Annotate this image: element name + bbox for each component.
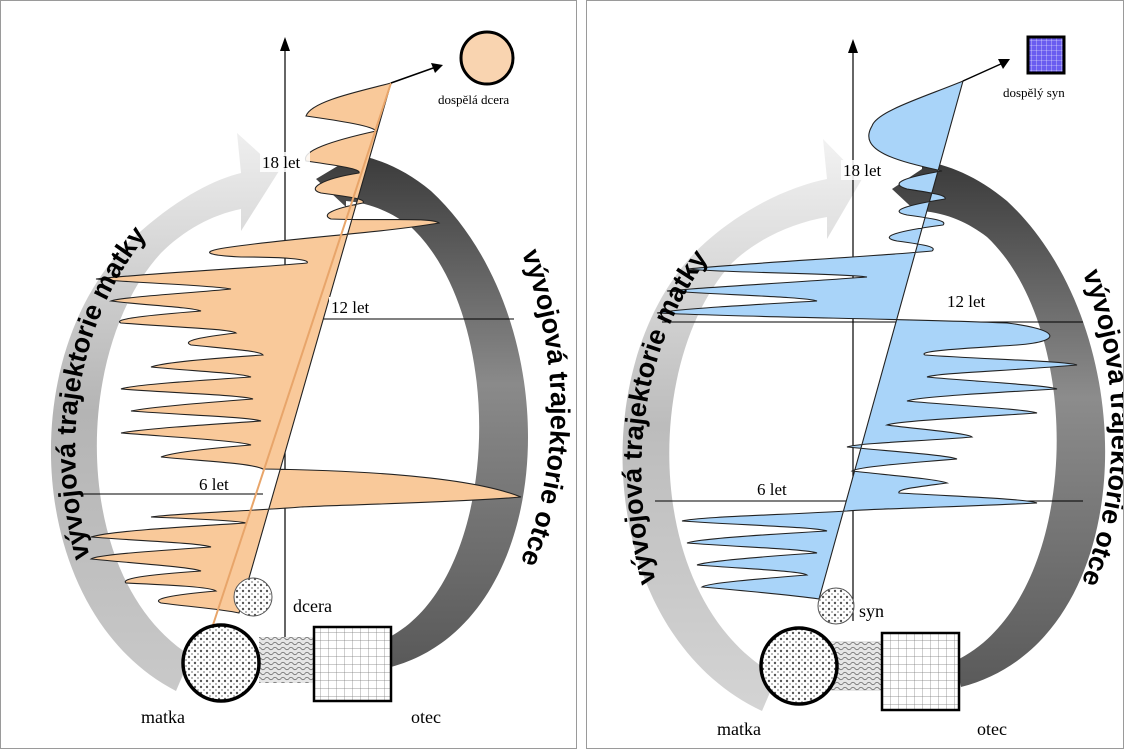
mother-trajectory-arrow — [50, 133, 279, 691]
age-12-label: 12 let — [947, 292, 986, 311]
age-6-label: 6 let — [757, 480, 787, 499]
adult-label: dospělý syn — [1003, 85, 1065, 100]
son-development-fill — [656, 80, 1078, 600]
mother-label: matka — [717, 719, 761, 739]
parents-bond — [259, 637, 317, 683]
diagram-daughter: vývojová trajektorie matky vývojová traj… — [0, 0, 577, 749]
mother-icon — [181, 623, 261, 703]
age-6-label: 6 let — [199, 475, 229, 494]
son-child-icon — [817, 587, 855, 625]
adult-arrowhead — [431, 63, 443, 73]
adult-arrow — [962, 62, 1004, 82]
father-label: otec — [411, 707, 441, 727]
adult-arrow — [390, 66, 437, 84]
mother-label: matka — [141, 707, 185, 727]
father-icon — [880, 631, 961, 712]
development-line — [210, 82, 392, 632]
mother-trajectory-arrow — [622, 139, 862, 711]
father-trajectory-arrow — [892, 161, 1106, 687]
adult-daughter-icon — [459, 30, 515, 86]
daughter-development-fill — [89, 82, 522, 614]
axis-arrowhead — [848, 39, 858, 53]
adult-label: dospělá dcera — [438, 92, 509, 107]
adult-arrowhead — [998, 59, 1010, 69]
age-12-label: 12 let — [331, 298, 370, 317]
child-label: syn — [859, 601, 884, 621]
father-trajectory-arrow — [316, 153, 529, 667]
age-18-label: 18 let — [262, 153, 301, 172]
daughter-child-icon — [233, 577, 273, 617]
adult-son-icon — [1026, 35, 1066, 75]
father-icon — [312, 625, 393, 703]
child-label: dcera — [293, 596, 332, 616]
age-18-label: 18 let — [843, 161, 882, 180]
mother-icon — [759, 626, 839, 706]
axis-arrowhead — [280, 37, 290, 51]
diagram-son: vývojová trajektorie matky vývojová traj… — [586, 0, 1124, 749]
father-label: otec — [977, 719, 1007, 739]
